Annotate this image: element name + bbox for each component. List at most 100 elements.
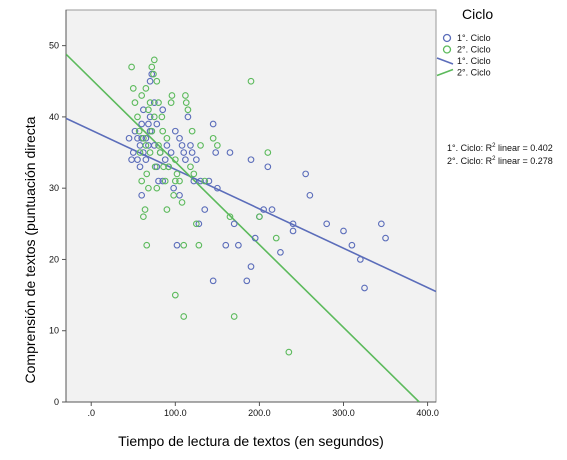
point-series-1 (146, 77, 154, 85)
point-series-2 (160, 163, 167, 171)
point-series-1 (247, 156, 255, 164)
point-series-1 (195, 220, 203, 228)
point-series-1 (243, 277, 251, 285)
legend-label-1: 1°. Ciclo (457, 33, 491, 43)
point-series-2 (158, 113, 166, 121)
point-series-2 (171, 291, 179, 299)
point-series-2 (153, 77, 161, 85)
point-series-2 (135, 127, 143, 135)
point-series-1 (201, 206, 209, 213)
y-axis-title: Comprensión de textos (puntuación direct… (22, 116, 38, 383)
point-series-1 (377, 220, 385, 228)
point-series-1 (140, 149, 147, 156)
r2-annotation-1-sup: 2 (492, 143, 496, 149)
point-series-1 (222, 241, 230, 249)
point-series-2 (171, 156, 179, 164)
point-series-2 (142, 142, 150, 149)
point-series-2 (148, 63, 156, 71)
point-series-2 (159, 127, 167, 135)
point-series-1 (289, 227, 297, 235)
x-tick-label: 200.0 (248, 408, 271, 418)
point-series-1 (131, 127, 139, 135)
point-series-1 (247, 263, 255, 270)
point-series-1 (188, 149, 196, 156)
point-series-2 (150, 70, 157, 78)
r2-annotation-1-prefix: 1°. Ciclo: R (447, 143, 493, 153)
point-series-1 (178, 142, 186, 149)
point-series-1 (163, 142, 171, 149)
point-series-2 (182, 99, 190, 107)
point-series-2 (143, 241, 151, 249)
point-series-2 (148, 127, 156, 135)
point-series-1 (226, 149, 234, 156)
point-series-2 (155, 142, 162, 149)
point-series-2 (131, 99, 139, 107)
point-series-1 (209, 120, 217, 128)
point-series-1 (159, 177, 167, 185)
point-series-2 (163, 206, 171, 213)
point-series-1 (145, 120, 152, 128)
y-tick-label: 20 (49, 254, 59, 264)
point-series-1 (173, 241, 181, 249)
point-series-1 (142, 156, 150, 164)
point-series-2 (145, 184, 152, 192)
point-series-1 (361, 284, 368, 292)
point-series-1 (212, 149, 220, 156)
point-series-2 (176, 177, 183, 185)
point-series-1 (214, 184, 221, 192)
y-tick-label: 40 (49, 112, 59, 122)
point-series-2 (171, 177, 179, 185)
point-series-2 (163, 134, 171, 142)
point-series-2 (155, 99, 162, 107)
point-series-1 (340, 227, 347, 235)
point-series-2 (145, 106, 152, 114)
point-series-1 (348, 241, 356, 249)
point-series-1 (159, 106, 167, 114)
point-series-2 (184, 106, 192, 114)
point-series-2 (256, 213, 263, 221)
point-series-1 (302, 170, 310, 178)
point-series-2 (195, 241, 203, 249)
r2-annotations: 1°. Ciclo: R2 linear = 0.402 2°. Ciclo: … (447, 143, 553, 166)
point-series-2 (161, 177, 169, 185)
r2-annotation-2-suffix: linear = 0.278 (495, 156, 552, 166)
legend-label-4: 2°. Ciclo (457, 68, 491, 78)
point-series-2 (128, 63, 135, 71)
y-axis: 0 10 20 30 40 50 (49, 10, 67, 407)
point-series-2 (150, 113, 158, 121)
point-series-1 (289, 220, 297, 228)
point-series-2 (188, 127, 196, 135)
point-series-1 (142, 134, 150, 142)
point-series-1 (170, 184, 177, 192)
point-series-1 (140, 106, 147, 114)
fit-lines (66, 53, 436, 402)
point-series-1 (150, 142, 158, 149)
point-series-1 (235, 241, 242, 249)
point-series-2 (129, 85, 137, 92)
point-series-1 (171, 127, 179, 135)
r2-annotation-2-prefix: 2°. Ciclo: R (447, 156, 493, 166)
point-series-2 (285, 348, 293, 356)
point-series-2 (140, 213, 147, 221)
point-series-2 (226, 213, 234, 221)
point-series-2 (272, 234, 280, 242)
point-series-2 (182, 92, 189, 99)
r2-annotation-1-suffix: linear = 0.402 (495, 143, 552, 153)
point-series-2 (190, 170, 198, 178)
point-series-1 (197, 177, 204, 185)
point-series-2 (150, 56, 158, 64)
point-series-2 (201, 177, 209, 185)
point-series-2 (146, 99, 154, 107)
point-series-1 (167, 149, 175, 156)
x-tick-label: 400.0 (416, 408, 439, 418)
point-series-1 (125, 134, 133, 142)
point-series-1 (136, 163, 144, 171)
point-series-1 (205, 177, 213, 185)
point-series-2 (165, 163, 172, 171)
y-tick-label: 30 (49, 183, 59, 193)
point-series-2 (151, 163, 159, 171)
point-series-2 (247, 77, 255, 85)
x-tick-label: 100.0 (164, 408, 187, 418)
r2-annotation-1: 1°. Ciclo: R2 linear = 0.402 (447, 143, 553, 153)
point-series-1 (184, 113, 192, 121)
